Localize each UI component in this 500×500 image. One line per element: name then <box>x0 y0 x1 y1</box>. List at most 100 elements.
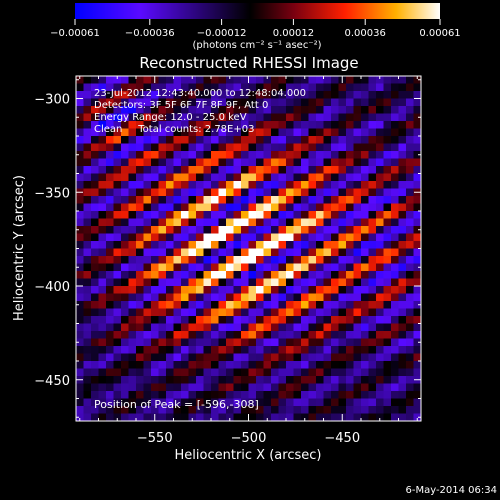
heatmap-cell <box>353 143 362 152</box>
heatmap-cell <box>338 316 347 325</box>
heatmap-cell <box>106 278 115 287</box>
heatmap-cell <box>241 353 250 362</box>
heatmap-cell <box>241 91 250 100</box>
heatmap-cell <box>181 83 190 92</box>
heatmap-cell <box>196 166 205 175</box>
heatmap-cell <box>323 143 332 152</box>
heatmap-cell <box>263 233 272 242</box>
heatmap-cell <box>278 143 287 152</box>
heatmap-cell <box>83 128 92 137</box>
heatmap-cell <box>308 113 317 122</box>
heatmap-cell <box>241 196 250 205</box>
heatmap-cell <box>331 368 340 377</box>
heatmap-cell <box>218 383 227 392</box>
heatmap-cell <box>293 98 302 107</box>
heatmap-cell <box>98 338 107 347</box>
heatmap-cell <box>308 128 317 137</box>
heatmap-cell <box>376 398 385 407</box>
heatmap-cell <box>368 286 377 295</box>
heatmap-cell <box>248 83 257 92</box>
heatmap-cell <box>278 173 287 182</box>
heatmap-cell <box>83 383 92 392</box>
heatmap-cell <box>346 413 355 421</box>
heatmap-cell <box>293 181 302 190</box>
heatmap-cell <box>301 278 310 287</box>
heatmap-cell <box>301 413 310 421</box>
heatmap-cell <box>256 248 265 257</box>
heatmap-cell <box>218 361 227 370</box>
heatmap-cell <box>301 398 310 407</box>
heatmap-cell <box>278 323 287 332</box>
heatmap-cell <box>413 76 421 85</box>
heatmap-cell <box>331 158 340 167</box>
heatmap-cell <box>226 383 235 392</box>
heatmap-cell <box>286 286 295 295</box>
heatmap-cell <box>128 368 137 377</box>
heatmap-cell <box>158 226 167 235</box>
heatmap-cell <box>233 383 242 392</box>
heatmap-cell <box>211 301 220 310</box>
heatmap-cell <box>323 368 332 377</box>
heatmap-cell <box>106 331 115 340</box>
heatmap-cell <box>121 151 130 160</box>
heatmap-cell <box>203 301 212 310</box>
heatmap-cell <box>203 113 212 122</box>
heatmap-cell <box>196 83 205 92</box>
heatmap-cell <box>113 391 122 400</box>
heatmap-cell <box>308 151 317 160</box>
heatmap-cell <box>121 368 130 377</box>
heatmap-cell <box>346 121 355 130</box>
heatmap-cell <box>91 113 100 122</box>
heatmap-cell <box>376 98 385 107</box>
heatmap-cell <box>203 413 212 421</box>
heatmap-cell <box>263 121 272 130</box>
heatmap-cell <box>218 233 227 242</box>
heatmap-cell <box>323 113 332 122</box>
heatmap-cell <box>376 218 385 227</box>
heatmap-cell <box>226 196 235 205</box>
heatmap-cell <box>211 241 220 250</box>
heatmap-cell <box>173 398 182 407</box>
annotation-detectors: Detectors: 3F 5F 6F 7F 8F 9F, Att 0 <box>94 100 268 111</box>
heatmap-cell <box>203 233 212 242</box>
heatmap-cell <box>173 226 182 235</box>
heatmap-cell <box>391 121 400 130</box>
heatmap-cell <box>226 76 235 85</box>
heatmap-cell <box>91 278 100 287</box>
heatmap-cell <box>256 293 265 302</box>
heatmap-cell <box>301 196 310 205</box>
heatmap-cell <box>166 188 175 197</box>
heatmap-cell <box>226 121 235 130</box>
heatmap-cell <box>188 391 197 400</box>
heatmap-cell <box>241 76 250 85</box>
heatmap-cell <box>211 271 220 280</box>
heatmap-cell <box>301 173 310 182</box>
heatmap-cell <box>218 91 227 100</box>
heatmap-cell <box>263 278 272 287</box>
heatmap-cell <box>241 398 250 407</box>
colorbar-tick-label: −0.00036 <box>125 28 175 39</box>
heatmap-cell <box>293 338 302 347</box>
heatmap-cell <box>181 91 190 100</box>
heatmap-cell <box>211 293 220 302</box>
heatmap-cell <box>406 301 415 310</box>
heatmap-cell <box>338 173 347 182</box>
heatmap-cell <box>316 263 325 272</box>
heatmap-cell <box>398 158 407 167</box>
heatmap-cell <box>128 241 137 250</box>
heatmap-cell <box>226 256 235 265</box>
heatmap-cell <box>263 323 272 332</box>
heatmap-cell <box>271 323 280 332</box>
heatmap-cell <box>293 136 302 145</box>
heatmap-cell <box>151 211 160 220</box>
heatmap-cell <box>331 233 340 242</box>
heatmap-cell <box>346 106 355 115</box>
heatmap-cell <box>391 188 400 197</box>
heatmap-cell <box>121 271 130 280</box>
heatmap-cell <box>91 128 100 137</box>
heatmap-cell <box>188 106 197 115</box>
heatmap-cell <box>413 248 421 257</box>
heatmap-cell <box>158 353 167 362</box>
heatmap-cell <box>211 361 220 370</box>
heatmap-cell <box>263 188 272 197</box>
